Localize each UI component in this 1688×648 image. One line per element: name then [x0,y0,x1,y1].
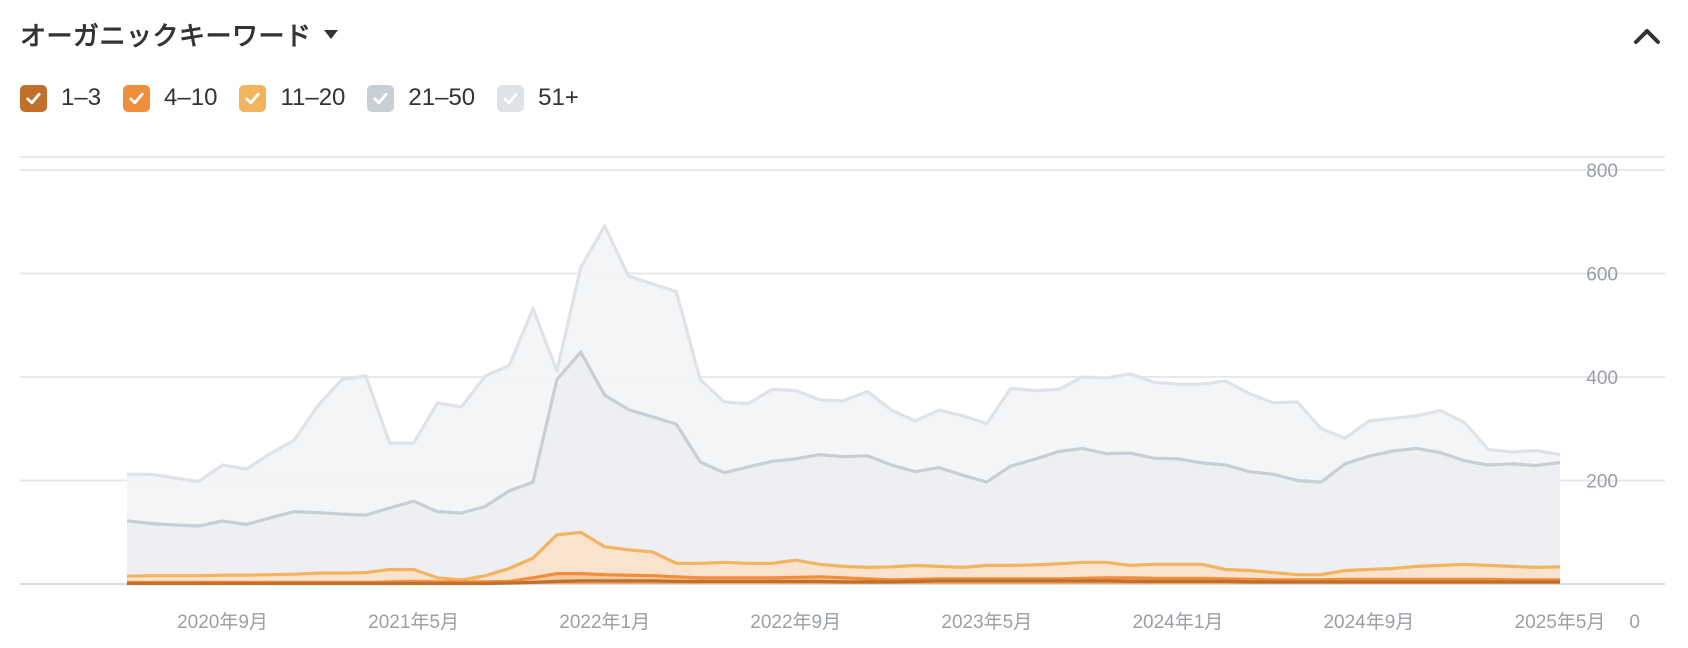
legend-label: 51+ [538,84,579,111]
check-icon [373,92,389,104]
x-tick-label: 2023年5月 [941,611,1032,633]
legend-item-51-plus[interactable]: 51+ [497,84,579,112]
chart-title-dropdown[interactable]: オーガニックキーワード [20,12,338,56]
x-tick-label: 2020年9月 [177,611,268,633]
x-tick-label: 2024年1月 [1132,611,1223,633]
series-line-21-50 [126,350,1561,528]
y-tick-label: 0 [1629,612,1640,633]
legend-label: 4–10 [164,84,218,111]
x-tick-label: 2022年1月 [559,611,650,633]
series-line-51 [127,224,1561,484]
legend-label: 21–50 [408,84,476,111]
legend-item-11-20[interactable]: 11–20 [239,84,345,112]
y-tick-label: 400 [1586,368,1618,389]
chart-title: オーガニックキーワード [20,21,312,52]
check-icon [245,92,261,104]
chevron-up-icon[interactable] [1630,20,1664,50]
legend-label: 1–3 [61,84,102,111]
legend-checkbox-1-3[interactable] [20,84,47,112]
y-tick-label: 800 [1586,161,1618,182]
caret-down-icon [323,29,338,39]
legend-checkbox-11-20[interactable] [239,84,267,112]
chart-lines [126,224,1561,586]
area-21-50 [127,352,1560,584]
series-line-11-20 [126,530,1561,582]
keywords-area-chart: 2020年9月 2021年5月 2022年1月 2022年9月 2023年5月 2024年… [20,156,1665,633]
check-icon [503,92,518,104]
legend-item-1-3[interactable]: 1–3 [20,84,101,112]
area-11-20 [127,532,1560,584]
check-icon [26,92,41,104]
x-tick-label: 2022年9月 [750,611,841,633]
y-tick-label: 600 [1586,265,1618,286]
check-icon [129,92,144,104]
x-axis-ticks: 2020年9月 2021年5月 2022年1月 2022年9月 2023年5月 2024年… [177,611,1605,633]
legend-checkbox-4-10[interactable] [123,84,151,112]
legend-item-21-50[interactable]: 21–50 [367,84,475,112]
legend-item-4-10[interactable]: 4–10 [123,84,217,112]
legend-checkbox-21-50[interactable] [367,84,395,112]
legend-checkbox-51-plus[interactable] [497,84,525,112]
legend: 1–3 4–10 11–20 21–50 51+ [20,84,601,112]
x-tick-label: 2025年5月 [1515,611,1606,633]
series-line-1-3 [127,579,1560,586]
x-tick-label: 2024年9月 [1323,611,1414,633]
chart-areas [127,225,1560,584]
legend-label: 11–20 [280,84,346,111]
x-tick-label: 2021年5月 [368,611,459,633]
y-axis-ticks: 0 200 400 600 800 [1586,161,1640,633]
y-tick-label: 200 [1586,472,1618,493]
